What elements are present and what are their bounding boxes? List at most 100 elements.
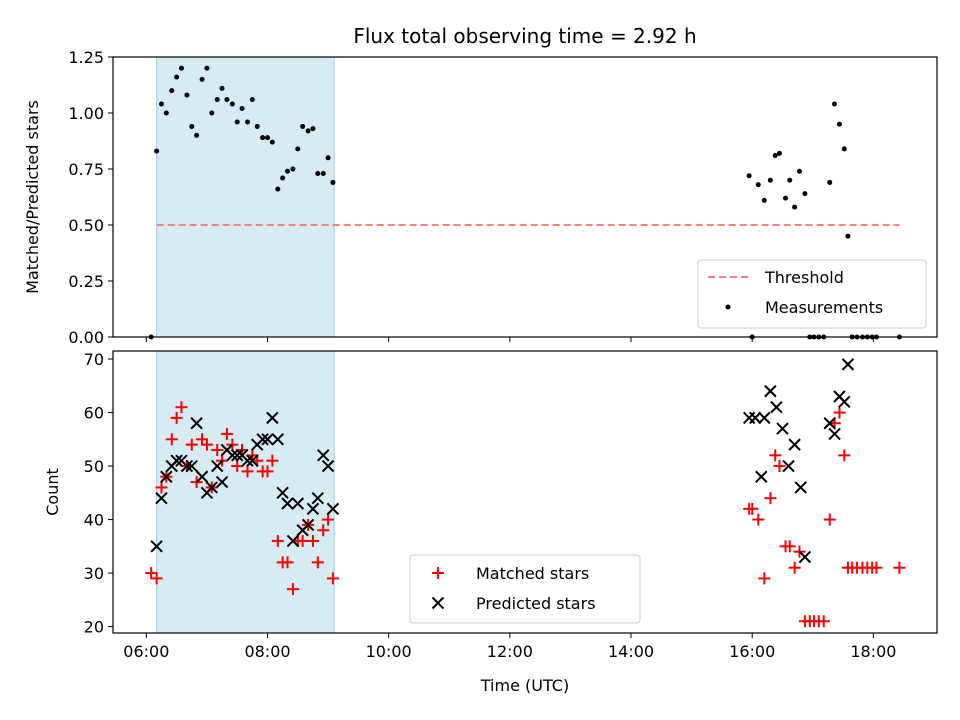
bottom-panel: 20 30 40 50 60 70 06:00 08:00 10:00 12:00 14:00 16…	[43, 350, 938, 695]
matched-star-point	[155, 481, 168, 494]
measurement-point	[169, 88, 175, 94]
predicted-star-point	[170, 454, 183, 467]
measurement-point	[178, 65, 184, 71]
bottom-y-tick-label: 50	[84, 457, 104, 476]
measurement-point	[249, 97, 255, 103]
measurement-point	[845, 233, 851, 239]
predicted-star-point	[776, 422, 789, 435]
measurement-point	[787, 177, 793, 183]
x-tick-label: 14:00	[608, 642, 654, 661]
measurement-point	[767, 177, 773, 183]
bottom-legend-box	[409, 554, 641, 624]
matched-star-point	[175, 401, 188, 414]
x-tick-label: 08:00	[244, 642, 290, 661]
legend-matched-swatch	[432, 567, 444, 579]
measurement-point	[300, 123, 306, 129]
matched-star-point	[833, 406, 846, 419]
measurement-point	[204, 65, 210, 71]
measurement-point	[325, 155, 331, 161]
matched-star-point	[758, 572, 771, 585]
matched-star-point	[150, 572, 163, 585]
top-y-ticks: 0.00 0.25 0.50 0.75 1.00 1.25	[68, 48, 113, 347]
bottom-y-tick-label: 20	[84, 618, 104, 637]
measurement-point	[783, 195, 789, 201]
legend-predicted-swatch	[431, 596, 445, 610]
legend-measurements-label: Measurements	[765, 298, 883, 317]
measurement-point	[214, 97, 220, 103]
matched-star-point	[817, 615, 830, 628]
predicted-star-point	[755, 470, 768, 483]
matched-star-point	[752, 513, 765, 526]
x-tick-label: 06:00	[123, 642, 169, 661]
predicted-star-point	[301, 518, 315, 532]
bottom-y-ticks: 20 30 40 50 60 70	[84, 350, 113, 637]
measurement-point	[260, 135, 266, 141]
matched-star-point	[769, 449, 782, 462]
matched-star-point	[870, 561, 883, 574]
top-y-axis-label: Matched/Predicted stars	[23, 100, 42, 294]
bottom-legend: Matched stars Predicted stars	[409, 554, 641, 624]
matched-star-point	[281, 556, 294, 569]
measurement-point	[776, 150, 782, 156]
predicted-star-point	[281, 497, 294, 510]
predicted-star-point	[798, 550, 812, 564]
predicted-star-point	[261, 433, 274, 446]
predicted-star-point	[230, 449, 244, 462]
measurement-point	[310, 126, 316, 132]
predicted-star-point	[195, 470, 209, 483]
measurement-point	[158, 101, 164, 107]
bottom-x-ticks: 06:00 08:00 10:00 12:00 14:00 16:00 18:00	[123, 633, 896, 661]
predicted-star-point	[266, 411, 279, 425]
measurement-point	[284, 168, 290, 174]
matched-star-point	[231, 460, 244, 473]
predicted-star-point	[185, 459, 198, 473]
predicted-star-point	[211, 459, 224, 473]
measurement-point	[239, 106, 245, 112]
measurement-point	[265, 135, 270, 141]
legend-matched-marker	[432, 567, 444, 579]
matched-star-point	[893, 561, 906, 574]
matched-star-point	[326, 572, 339, 585]
top-axes-frame	[112, 56, 938, 338]
top-y-tick-label: 0.25	[68, 272, 104, 291]
measurement-point	[330, 179, 336, 185]
measurement-point	[199, 76, 205, 82]
bottom-y-tick-label: 70	[84, 350, 104, 369]
predicted-star-point	[311, 491, 324, 505]
predicted-star-point	[205, 481, 218, 494]
bottom-y-tick-label: 30	[84, 564, 104, 583]
matched-star-point	[311, 556, 324, 569]
predicted-star-point	[764, 384, 777, 398]
top-y-tick-label: 1.00	[68, 104, 104, 123]
measurement-point	[305, 128, 311, 134]
measurement-point	[746, 173, 752, 179]
matched-star-point	[306, 534, 319, 547]
measurement-point	[290, 166, 296, 172]
x-tick-label: 18:00	[850, 642, 896, 661]
measurement-point	[315, 170, 321, 176]
predicted-star-point	[246, 454, 259, 467]
x-tick-label: 12:00	[487, 642, 533, 661]
bottom-y-axis-label: Count	[43, 468, 62, 516]
measurement-point	[832, 101, 838, 107]
legend-threshold-label: Threshold	[764, 268, 844, 287]
x-axis-label: Time (UTC)	[480, 676, 569, 695]
predicted-star-point	[241, 454, 254, 467]
predicted-star-point	[770, 400, 783, 414]
matched-star-point	[838, 449, 851, 462]
measurement-point	[269, 139, 275, 145]
measurement-point	[841, 146, 847, 152]
predicted-star-point	[321, 459, 335, 473]
matched-star-point	[788, 561, 801, 574]
measurement-point	[229, 101, 235, 107]
matched-star-point	[296, 534, 309, 547]
matched-star-point	[322, 513, 335, 526]
predicted-star-point	[838, 395, 851, 409]
predicted-star-point	[758, 411, 771, 425]
matched-star-point	[165, 433, 178, 446]
matched-star-point	[261, 465, 274, 478]
top-panel: 0.00 0.25 0.50 0.75 1.00 1.25 Matched/Predict…	[23, 48, 938, 347]
x-tick-label: 10:00	[366, 642, 412, 661]
measurement-point	[280, 175, 286, 181]
measurement-point	[796, 168, 802, 174]
